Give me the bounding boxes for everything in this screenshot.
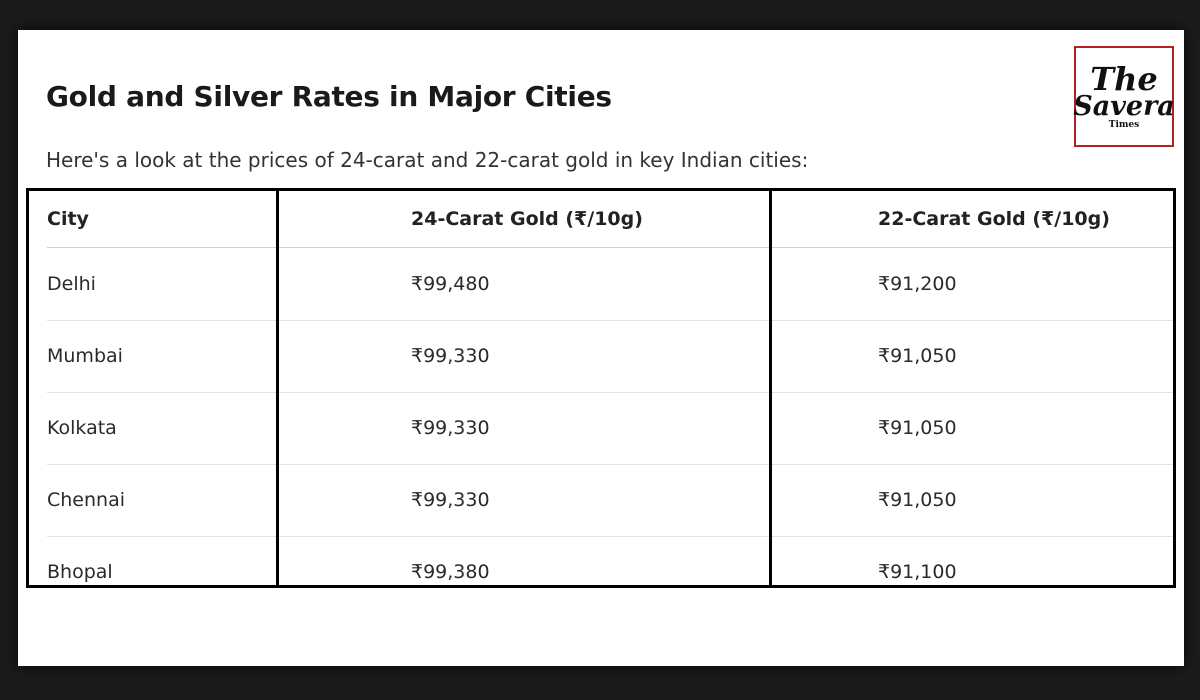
article-card [18, 30, 1184, 666]
price-22k-cell: ₹91,100 [878, 561, 957, 583]
price-22k-cell: ₹91,050 [878, 489, 957, 511]
table-header-row: City 24-Carat Gold (₹/10g) 22-Carat Gold… [47, 191, 1173, 248]
price-24k-cell: ₹99,380 [411, 561, 490, 583]
price-22k-cell: ₹91,050 [878, 417, 957, 439]
header-city: City [47, 208, 89, 230]
city-cell: Chennai [47, 489, 126, 511]
city-cell: Mumbai [47, 345, 123, 367]
price-24k-cell: ₹99,480 [411, 273, 490, 295]
page-title: Gold and Silver Rates in Major Cities [46, 80, 612, 113]
city-cell: Delhi [47, 273, 96, 295]
logo-line-2: Savera [1073, 91, 1175, 122]
publication-logo: The Savera Times [1073, 46, 1175, 147]
logo-line-3: Times [1108, 120, 1140, 130]
table-row: Delhi ₹99,480 ₹91,200 [47, 248, 1173, 321]
price-22k-cell: ₹91,200 [878, 273, 957, 295]
city-cell: Kolkata [47, 417, 117, 439]
logo-line-1: The [1090, 60, 1158, 98]
price-24k-cell: ₹99,330 [411, 345, 490, 367]
table-row: Kolkata ₹99,330 ₹91,050 [47, 392, 1173, 465]
table-row: Bhopal ₹99,380 ₹91,100 [47, 536, 1173, 585]
header-22-carat: 22-Carat Gold (₹/10g) [878, 208, 1110, 230]
column-divider [769, 191, 772, 585]
price-22k-cell: ₹91,050 [878, 345, 957, 367]
city-cell: Bhopal [47, 561, 113, 583]
intro-text: Here's a look at the prices of 24-carat … [46, 148, 809, 172]
table-row: Chennai ₹99,330 ₹91,050 [47, 464, 1173, 537]
gold-rates-table: City 24-Carat Gold (₹/10g) 22-Carat Gold… [26, 188, 1176, 588]
table-row: Mumbai ₹99,330 ₹91,050 [47, 320, 1173, 393]
header-24-carat: 24-Carat Gold (₹/10g) [411, 208, 643, 230]
column-divider [276, 191, 279, 585]
price-24k-cell: ₹99,330 [411, 417, 490, 439]
price-24k-cell: ₹99,330 [411, 489, 490, 511]
